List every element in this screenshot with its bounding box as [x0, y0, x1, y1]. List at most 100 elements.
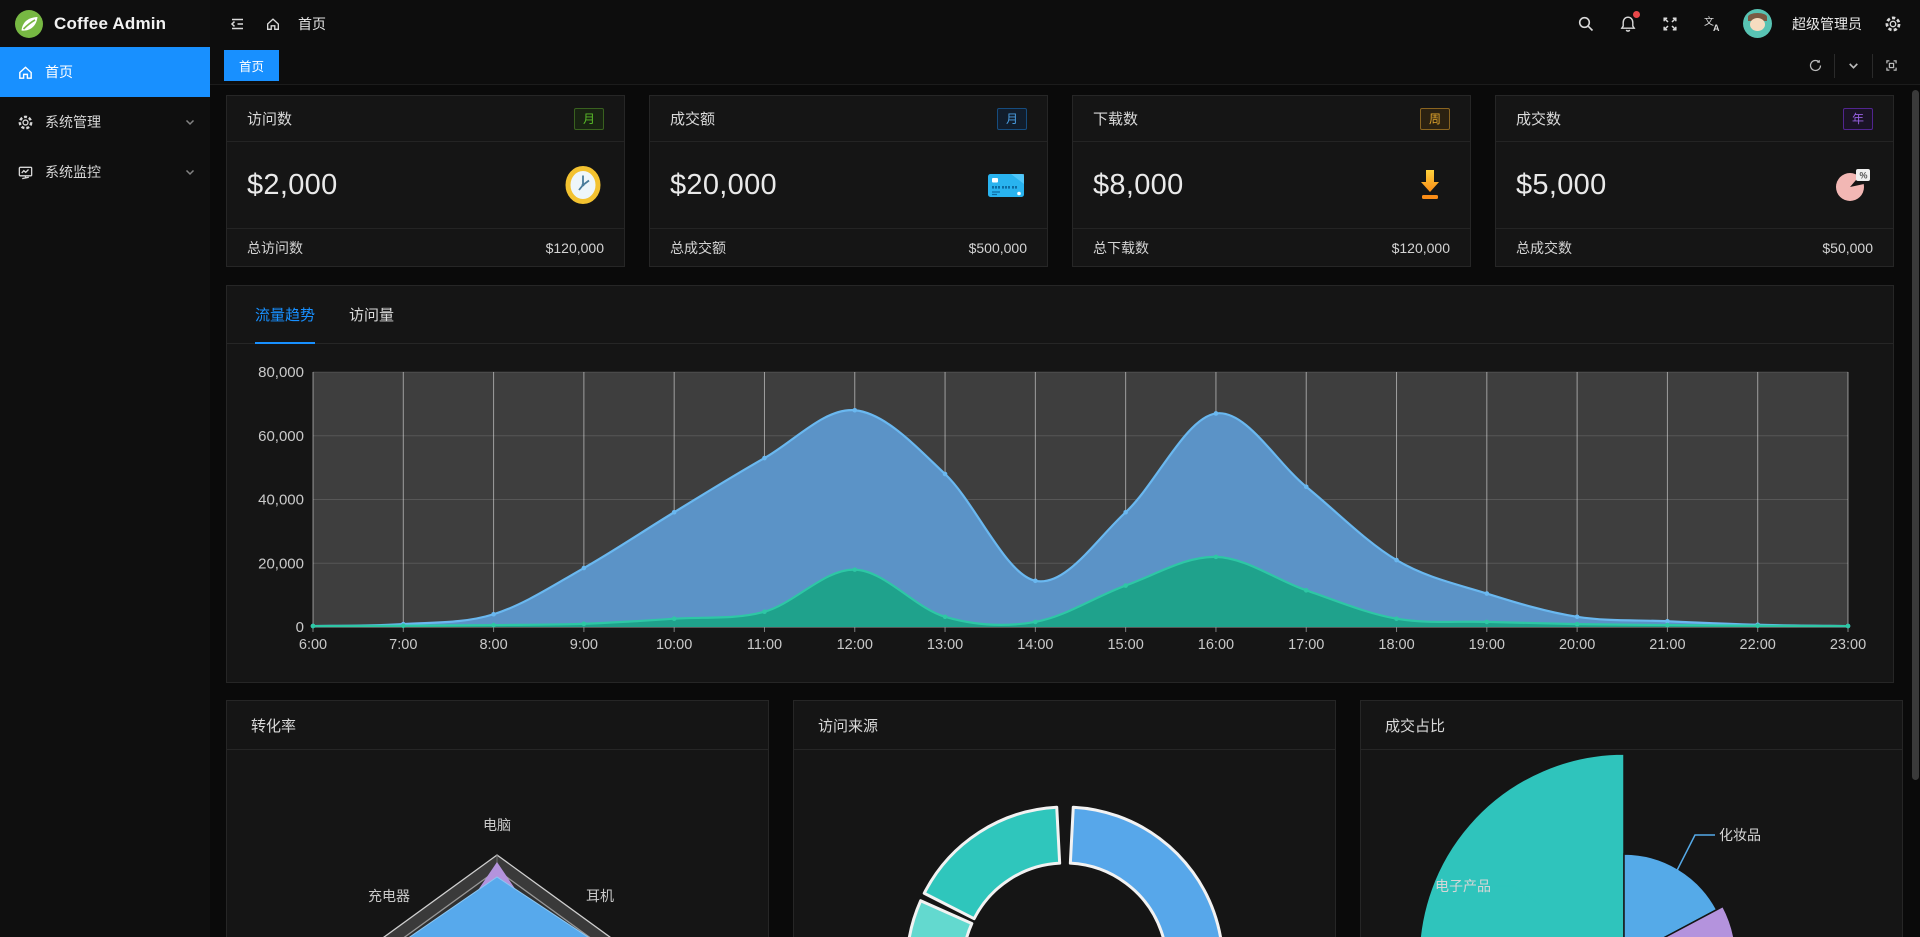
sidebar-item-system-admin[interactable]: 系统管理 [0, 97, 210, 147]
stat-card-turnover: 成交额 月 $20,000 [649, 95, 1048, 267]
svg-text:15:00: 15:00 [1107, 637, 1143, 653]
card-footer-label: 总成交额 [670, 239, 726, 256]
svg-text:40,000: 40,000 [258, 492, 304, 509]
sidebar-item-label: 首页 [45, 64, 73, 80]
sidebar-item-home[interactable]: 首页 [0, 47, 210, 97]
svg-text:耳机: 耳机 [586, 888, 614, 904]
tab-home[interactable]: 首页 [224, 50, 280, 81]
traffic-trend-chart: 0 20,000 40,000 60,000 80,000 6:00 7:00 8:00 9:0… [258, 364, 1866, 653]
clock-icon [562, 164, 604, 206]
tab-traffic-trend[interactable]: 流量趋势 [255, 286, 316, 344]
maximize-icon[interactable] [1872, 53, 1910, 78]
breadcrumb[interactable]: 首页 [298, 15, 326, 32]
bell-icon[interactable] [1617, 10, 1640, 35]
sidebar-item-system-monitor[interactable]: 系统监控 [0, 147, 210, 197]
refresh-icon[interactable] [1796, 54, 1834, 78]
download-icon [1410, 164, 1450, 206]
app-logo-row[interactable]: Coffee Admin [0, 0, 210, 47]
fullscreen-icon[interactable] [1659, 13, 1681, 35]
svg-text:电子产品: 电子产品 [1435, 878, 1491, 894]
panel-title: 成交占比 [1385, 717, 1446, 735]
card-footer-label: 总访问数 [247, 239, 303, 256]
svg-text:19:00: 19:00 [1469, 637, 1505, 653]
notification-badge-dot [1633, 10, 1640, 18]
sidebar-item-label: 系统监控 [45, 164, 101, 180]
svg-text:6:00: 6:00 [299, 637, 327, 653]
svg-text:8:00: 8:00 [479, 637, 507, 653]
svg-text:化妆品: 化妆品 [1719, 827, 1761, 843]
period-tag: 月 [996, 107, 1027, 130]
svg-text:充电器: 充电器 [368, 888, 410, 904]
search-icon[interactable] [1575, 13, 1597, 35]
pie-percent-icon: % [1831, 164, 1873, 206]
translate-icon[interactable]: 文 A [1701, 13, 1723, 35]
trend-tabs: 流量趋势 访问量 [227, 286, 1893, 344]
card-title: 下载数 [1093, 111, 1139, 128]
svg-text:17:00: 17:00 [1288, 637, 1324, 653]
svg-text:20,000: 20,000 [258, 555, 304, 572]
svg-text:23:00: 23:00 [1830, 637, 1866, 653]
svg-text:18:00: 18:00 [1378, 637, 1414, 653]
settings-gear-icon[interactable] [1882, 13, 1904, 35]
card-footer-label: 总成交数 [1516, 239, 1572, 256]
gear-icon [17, 114, 34, 131]
card-title: 成交额 [670, 111, 716, 128]
conversion-rate-panel: 转化率 电脑 充电器 耳机 [226, 700, 769, 937]
card-value: $20,000 [670, 168, 777, 201]
stat-card-deals: 成交数 年 $5,000 % 总成交数 $50,000 [1495, 95, 1894, 267]
svg-text:22:00: 22:00 [1740, 637, 1776, 653]
breadcrumb-home-icon[interactable] [262, 13, 284, 35]
monitor-icon [17, 164, 34, 181]
visit-sources-donut-chart [908, 805, 1222, 937]
credit-card-icon [985, 164, 1027, 206]
svg-text:12:00: 12:00 [837, 637, 873, 653]
svg-text:电脑: 电脑 [483, 817, 511, 833]
card-value: $8,000 [1093, 168, 1184, 201]
visit-sources-panel: 访问来源 [793, 700, 1336, 937]
chevron-down-icon[interactable] [1834, 53, 1872, 78]
deal-share-pie-chart: 电子产品 化妆品 [1419, 753, 1761, 937]
chevron-down-icon [184, 166, 196, 178]
svg-text:60,000: 60,000 [258, 428, 304, 445]
card-footer-value: $50,000 [1822, 239, 1873, 256]
sidebar-item-label: 系统管理 [45, 114, 101, 130]
deal-share-panel: 成交占比 电子产品 化妆品 [1360, 700, 1903, 937]
card-footer-value: $120,000 [545, 239, 604, 256]
main-content: 访问数 月 $2,000 总访问数 $120,000 成 [210, 85, 1920, 937]
period-tag: 月 [573, 107, 604, 130]
svg-text:%: % [1860, 171, 1868, 181]
card-title: 成交数 [1516, 111, 1562, 128]
svg-text:16:00: 16:00 [1198, 637, 1234, 653]
bottom-panels-row: 转化率 电脑 充电器 耳机 访问来源 成交占比 电子产品 化妆品 [226, 700, 1903, 937]
svg-text:9:00: 9:00 [570, 637, 598, 653]
stat-card-downloads: 下载数 周 $8,000 [1072, 95, 1471, 267]
period-tag: 年 [1842, 107, 1873, 130]
svg-text:21:00: 21:00 [1649, 637, 1685, 653]
app-title: Coffee Admin [54, 13, 167, 33]
svg-text:0: 0 [296, 619, 304, 636]
card-footer-value: $120,000 [1391, 239, 1450, 256]
home-icon [17, 64, 34, 81]
chevron-down-icon [184, 116, 196, 128]
svg-text:13:00: 13:00 [927, 637, 963, 653]
card-title: 访问数 [247, 111, 293, 128]
coffee-admin-logo-icon [14, 9, 44, 39]
svg-text:20:00: 20:00 [1559, 637, 1595, 653]
avatar[interactable] [1743, 9, 1772, 38]
page-scrollbar-thumb[interactable] [1912, 90, 1919, 780]
traffic-trend-panel: 流量趋势 访问量 0 20,000 40,000 60,000 80,000 6:00 7:… [226, 285, 1894, 683]
svg-text:A: A [1713, 23, 1720, 33]
svg-text:14:00: 14:00 [1017, 637, 1053, 653]
sidebar-collapse-icon[interactable] [226, 13, 248, 35]
card-footer-value: $500,000 [968, 239, 1027, 256]
card-footer-label: 总下载数 [1093, 239, 1149, 256]
sidebar: Coffee Admin 首页 系统管理 [0, 0, 210, 937]
svg-text:文: 文 [1704, 15, 1714, 28]
tab-visit-volume[interactable]: 访问量 [349, 307, 395, 324]
panel-title: 访问来源 [818, 717, 879, 735]
top-navbar: 首页 文 A 超 [210, 0, 1920, 47]
card-value: $5,000 [1516, 168, 1607, 201]
user-name[interactable]: 超级管理员 [1792, 15, 1862, 32]
period-tag: 周 [1419, 107, 1450, 130]
